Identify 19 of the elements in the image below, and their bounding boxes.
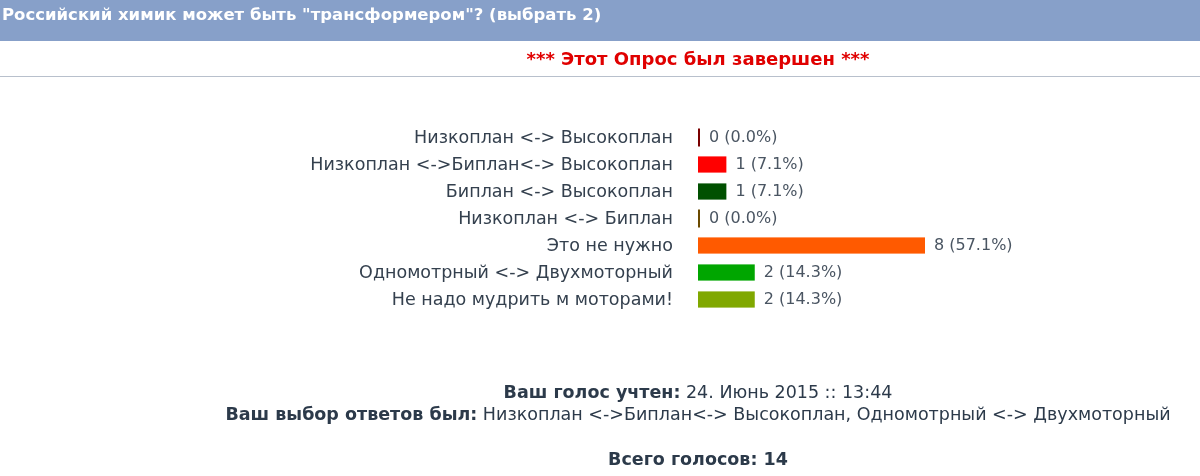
chart-subtitle: *** Этот Опрос был завершен *** <box>526 48 870 69</box>
data-label: 1 (7.1%) <box>735 181 804 200</box>
text: Российский химик может быть "трансформером"? (выбрать 2) <box>2 4 602 24</box>
y-tick-label: Низкоплан <-> Высокоплан <box>414 126 673 147</box>
y-tick-label: Одномотрный <-> Двухмоторный <box>359 261 673 282</box>
text: Ваш выбор ответов был: Низкоплан <->Биплан<-> Высокоплан, Одномотрный <-> Двухмоторный <box>225 404 1171 424</box>
data-label: 0 (0.0%) <box>709 208 778 227</box>
text: Ваш голос учтен: 24. Июнь 2015 :: 13:44 <box>503 382 893 402</box>
data-label: 1 (7.1%) <box>735 154 804 173</box>
y-tick-label: Низкоплан <->Биплан<-> Высокоплан <box>310 153 673 174</box>
y-tick-label: Не надо мудрить м моторами! <box>391 288 673 309</box>
data-label: 2 (14.3%) <box>763 289 843 308</box>
data-label: 2 (14.3%) <box>763 262 843 281</box>
y-tick-label: Это не нужно <box>546 234 673 255</box>
y-tick-label: Биплан <-> Высокоплан <box>445 180 673 201</box>
data-label: 0 (0.0%) <box>709 127 778 146</box>
data-label: 8 (57.1%) <box>934 235 1013 254</box>
text: Всего голосов: 14 <box>608 449 788 469</box>
y-tick-label: Низкоплан <-> Биплан <box>458 207 673 228</box>
